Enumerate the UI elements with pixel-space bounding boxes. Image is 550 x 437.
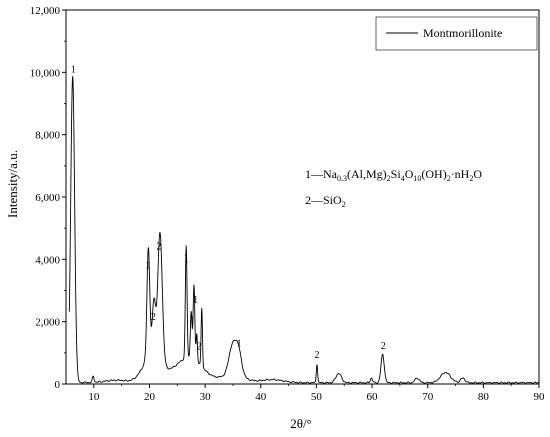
- formula-subscript: 2: [469, 174, 473, 183]
- formula-text: (Al,Mg): [347, 167, 387, 181]
- note-sio2-formula: 2—SiO2: [305, 193, 346, 209]
- peak-label: 1: [189, 315, 194, 326]
- formula-text: (OH): [421, 167, 446, 181]
- formula-text: O: [473, 167, 482, 181]
- axes: [65, 9, 540, 385]
- x-tick-label: 80: [478, 391, 490, 403]
- plot-frame: [65, 9, 540, 385]
- composition-notes: 1—Na0.3(Al,Mg)2Si4O10(OH)2·nH2O 2—SiO2: [305, 167, 482, 209]
- peak-label: 1: [71, 64, 76, 75]
- x-axis-title: 2θ/°: [290, 416, 312, 431]
- x-tick-label: 70: [422, 391, 434, 403]
- legend-label: Montmorillonite: [423, 26, 502, 40]
- note-montmorillonite-formula: 1—Na0.3(Al,Mg)2Si4O10(OH)2·nH2O: [305, 167, 482, 183]
- x-tick-label: 30: [200, 391, 212, 403]
- peak-label: 2: [381, 341, 386, 352]
- x-tick-label: 90: [534, 391, 546, 403]
- y-tick-label: 10,000: [30, 67, 61, 79]
- formula-text: ·nH: [451, 167, 470, 181]
- y-axis-title: Intensity/a.u.: [5, 150, 20, 218]
- peak-label: 2: [196, 342, 201, 353]
- y-tick-label: 0: [55, 379, 61, 391]
- peak-label: 1: [237, 339, 242, 350]
- x-tick-label: 50: [311, 391, 323, 403]
- y-tick-label: 4,000: [35, 254, 60, 266]
- note2-prefix: 2—SiO: [305, 193, 342, 207]
- peak-label: 2: [314, 350, 319, 361]
- legend: Montmorillonite: [375, 16, 538, 51]
- y-tick-label: 6,000: [35, 192, 60, 204]
- y-tick-label: 12,000: [30, 5, 61, 17]
- peak-label: 2: [151, 312, 156, 323]
- peak-label: 1: [145, 261, 150, 272]
- x-tick-label: 60: [367, 391, 379, 403]
- peak-label: 1: [184, 254, 189, 265]
- x-ticks: 10 20 30 40 50 60 70 80 90: [88, 384, 545, 403]
- note1-prefix: 1—Na: [305, 167, 338, 181]
- peak-label: 2: [156, 241, 161, 252]
- x-tick-label: 20: [144, 391, 156, 403]
- x-tick-label: 40: [255, 391, 267, 403]
- y-tick-label: 2,000: [35, 317, 60, 329]
- series-line-montmorillonite: [68, 75, 540, 384]
- formula-subscript: 2: [447, 174, 451, 183]
- formula-subscript: 4: [401, 174, 405, 183]
- formula-text: O: [405, 167, 414, 181]
- peak-label: 1: [193, 295, 198, 306]
- formula-subscript: 0.3: [337, 174, 347, 183]
- y-tick-label: 8,000: [35, 130, 60, 142]
- formula-text: Si: [391, 167, 402, 181]
- formula-subscript: 2: [387, 174, 391, 183]
- formula-subscript: 2: [342, 200, 346, 209]
- x-tick-label: 10: [88, 391, 100, 403]
- y-ticks: 0 2,000 4,000 6,000 8,000 10,000 12,000: [30, 5, 66, 391]
- formula-subscript: 10: [413, 174, 421, 183]
